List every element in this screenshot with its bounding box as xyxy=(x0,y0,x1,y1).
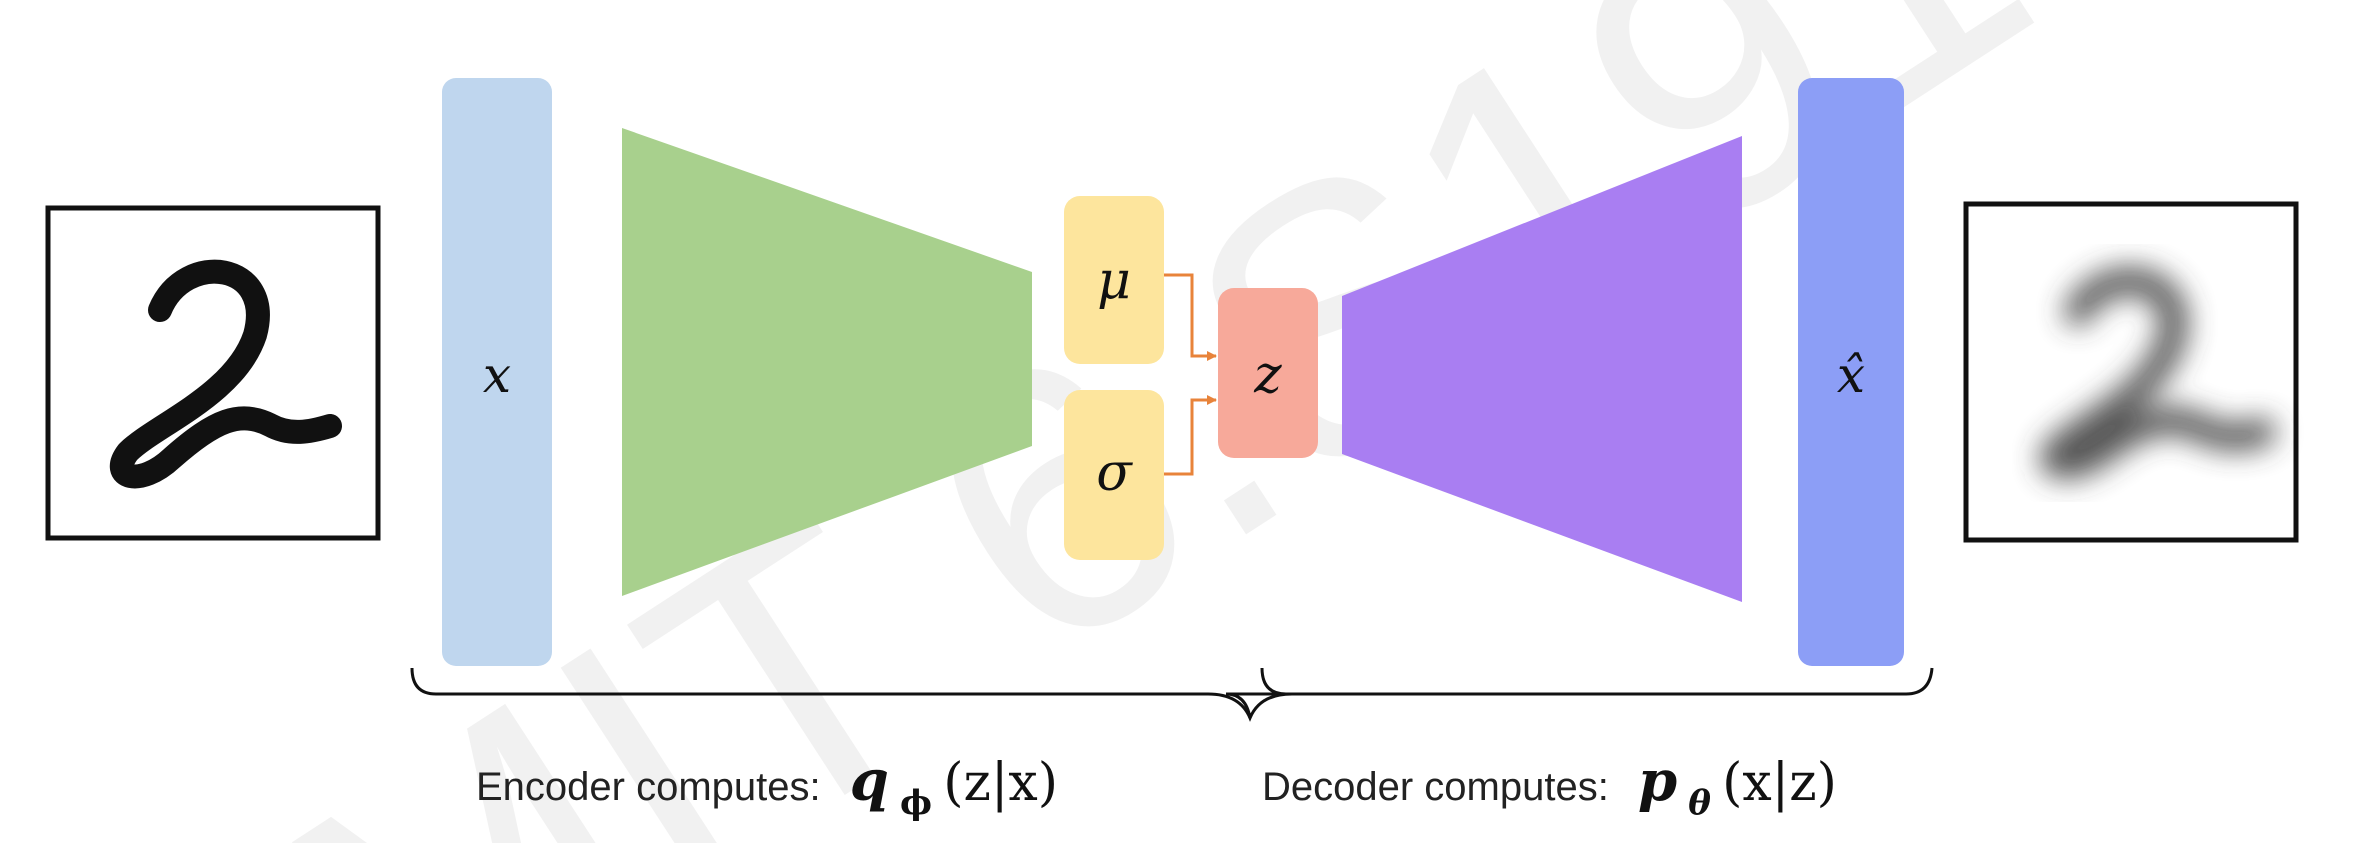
encoder-formula-func: q xyxy=(850,748,889,814)
input-label: x xyxy=(483,346,511,404)
output-label: x̂ xyxy=(1837,346,1865,404)
decoder-caption-text: Decoder computes: xyxy=(1262,765,1609,809)
encoder-caption-text: Encoder computes: xyxy=(476,765,821,809)
encoder-formula-sub: ϕ xyxy=(900,783,932,823)
sigma-label: σ xyxy=(1096,443,1133,503)
encoder-brace xyxy=(410,667,1293,722)
mu-to-z-arrow xyxy=(1164,273,1217,361)
output-digit-image xyxy=(1963,201,2299,543)
latent-z-box xyxy=(1218,288,1318,458)
encoder-brace-right xyxy=(1225,692,1252,719)
decoder-caption: Decoder computes: p θ (x|z) xyxy=(1262,748,1837,823)
digit-two-stroke xyxy=(109,259,342,489)
decoder-formula-args: (x|z) xyxy=(1722,753,1837,813)
encoder-network xyxy=(622,128,1032,596)
mu-box xyxy=(1064,196,1164,364)
input-digit-image xyxy=(45,205,381,541)
mu-label: μ xyxy=(1097,251,1131,311)
input-layer-bar xyxy=(442,78,552,666)
decoder-formula-func: p xyxy=(1638,748,1677,814)
encoder-formula-args: (z|x) xyxy=(943,753,1058,813)
decoder-brace xyxy=(1260,667,1934,696)
decoder-network xyxy=(1342,136,1742,602)
sigma-box xyxy=(1064,390,1164,560)
blurred-digit-stroke xyxy=(2040,267,2276,479)
sigma-to-z-arrow xyxy=(1164,395,1217,476)
latent-label: z xyxy=(1253,345,1282,405)
encoder-caption: Encoder computes: q ϕ (z|x) xyxy=(476,748,1058,823)
decoder-formula-sub: θ xyxy=(1688,783,1711,823)
output-layer-bar xyxy=(1798,78,1904,666)
